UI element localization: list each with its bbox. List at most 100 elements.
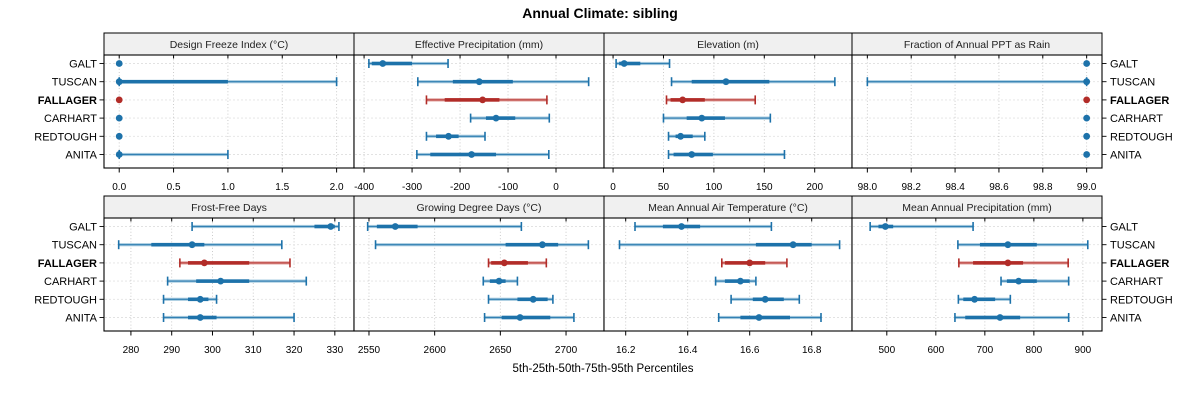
percentile-band-25-75 [188,261,250,265]
percentile-band-25-75 [686,116,725,120]
whisker-cap-5th [191,222,193,231]
percentile-band-25-75 [501,315,551,320]
panel-title: Design Freeze Index (°C) [170,39,289,51]
panel-border [851,217,1103,332]
median-dot [1083,132,1091,140]
x-axis-title: 5th-25th-50th-75th-95th Percentiles [512,363,694,375]
median-dot [679,96,687,104]
median-dot [516,314,524,321]
figure-title: Annual Climate: sibling [522,5,678,21]
whisker-cap-5th [615,59,617,68]
site-label-left: FALLAGER [38,258,97,270]
median-dot [1004,241,1012,249]
whisker-cap-5th [721,258,723,268]
whisker-cap-5th [162,313,165,322]
median-dot [737,277,744,285]
axis-tick-label: 600 [927,345,944,356]
whisker-cap-95th [516,276,519,286]
median-dot [971,295,978,303]
axis-tick-label: 0.0 [112,182,126,193]
whisker-cap-95th [798,294,801,304]
percentile-core-line [119,153,228,156]
whisker-cap-95th [786,258,788,268]
whisker-cap-95th [546,95,548,105]
percentile-core-line [666,99,756,101]
axis-tick-label: 16.8 [802,345,822,356]
percentile-band-25-75 [505,242,559,247]
whisker-cap-5th [670,77,673,87]
panel-background [852,55,1102,168]
median-dot [1083,151,1091,158]
whisker-cap-95th [447,59,449,68]
median-dot [529,295,537,303]
whisker-cap-5th [714,276,717,286]
axis-tick-label: 98.6 [989,182,1009,193]
whisker-cap-95th [548,113,551,123]
percentile-band-25-75 [371,61,413,66]
median-dot [188,241,196,249]
whisker-cap-5th [425,131,428,141]
whisker-cap-5th [487,294,490,304]
panel-background [604,55,852,168]
median-dot [688,151,696,158]
percentile-band-25-75 [151,242,205,247]
whisker-cap-95th [587,240,590,250]
percentile-band-25-75 [619,61,641,66]
panel-title: Fraction of Annual PPT as Rain [904,39,1050,51]
median-dot [755,314,763,321]
whisker-cap-95th [289,258,291,268]
whisker-cap-5th [117,240,120,250]
median-dot [115,78,123,86]
panel-title: Mean Annual Air Temperature (°C) [648,202,808,214]
percentile-band-25-75 [452,79,513,84]
whisker-cap-5th [958,258,960,268]
whisker-cap-5th [667,131,670,141]
axis-tick-label: 2600 [424,345,447,356]
percentile-band-25-75 [740,315,790,320]
axis-tick-label: 500 [878,345,895,356]
axis-tick-label: 150 [756,182,773,193]
axis-tick-label: 330 [326,345,343,356]
median-dot [468,151,475,158]
median-dot [200,259,208,267]
axis-tick-label: 16.4 [678,345,698,356]
whisker-cap-95th [770,222,773,231]
median-dot [479,96,486,104]
axis-tick-label: 98.4 [945,182,965,193]
site-label-left: REDTOUGH [34,131,97,143]
whisker-cap-5th [374,240,377,250]
site-label-left: CARHART [44,113,97,125]
median-dot [677,132,685,140]
panel-background [354,218,604,331]
median-dot [1083,96,1091,104]
site-label-left: ANITA [65,313,97,325]
site-label-left: REDTOUGH [34,294,97,306]
median-dot [761,295,769,303]
percentile-band-25-75 [724,261,766,265]
axis-tick-label: 0 [553,182,559,193]
axis-tick-label: 300 [204,345,221,356]
percentile-core-line [616,62,670,65]
median-dot [1015,277,1023,285]
median-dot [475,78,483,86]
percentile-core-line [867,81,1087,83]
percentile-band-25-75 [973,261,1024,265]
whisker-cap-5th [416,150,418,159]
panel-title: Mean Annual Precipitation (mm) [902,202,1051,214]
axis-tick-label: 2700 [555,345,578,356]
whisker-cap-5th [166,276,169,286]
whisker-cap-95th [1067,276,1070,286]
whisker-cap-95th [668,59,671,68]
whisker-cap-95th [215,294,218,304]
axis-tick-label: 2650 [489,345,512,356]
median-dot [115,151,123,158]
whisker-cap-5th [730,294,732,304]
percentile-core-line [192,225,339,228]
whisker-cap-95th [838,240,841,250]
whisker-cap-95th [834,77,836,87]
panel-background [604,218,852,331]
whisker-cap-95th [972,222,974,231]
percentile-band-25-75 [670,98,705,102]
site-label-left: TUSCAN [52,77,97,89]
